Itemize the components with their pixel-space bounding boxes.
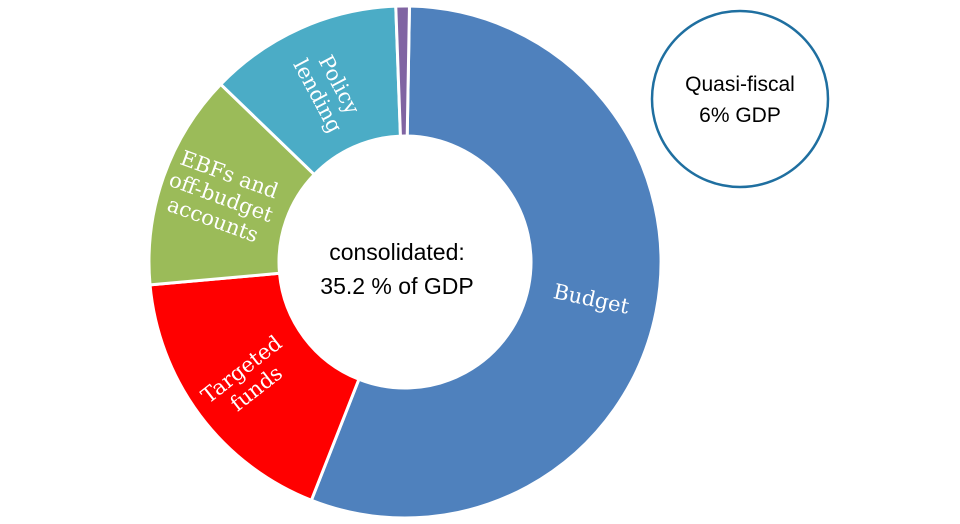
quasi-fiscal-circle: [650, 9, 830, 189]
donut-slice: [147, 82, 317, 287]
slice-label: EBFs andoff-budgetaccounts: [158, 145, 285, 250]
quasi-fiscal-label: Quasi-fiscal: [685, 73, 795, 96]
quasi-fiscal-value: 6% GDP: [699, 104, 781, 127]
donut-slices: [147, 4, 663, 520]
donut-slice: [394, 4, 411, 138]
center-label-line2: 35.2 % of GDP: [320, 273, 473, 299]
donut-slice: [148, 271, 361, 503]
donut-slice: [309, 4, 663, 520]
center-label-line1: consolidated:: [329, 239, 465, 265]
